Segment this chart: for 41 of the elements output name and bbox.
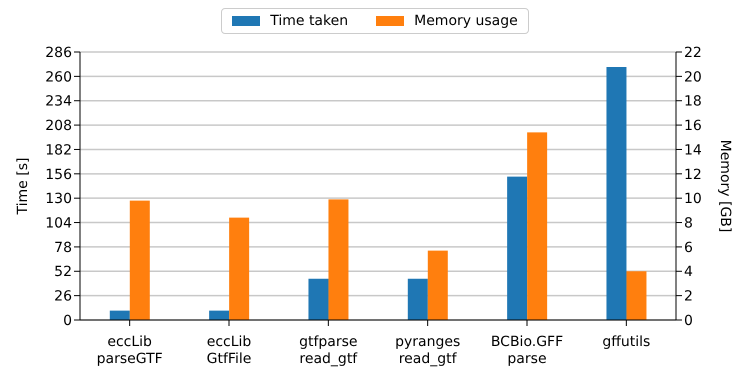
y-tick-label: 104: [45, 216, 72, 232]
y2-tick-label: 16: [684, 118, 702, 134]
y2-tick-label: 18: [684, 94, 702, 110]
y-axis-title: Time [s]: [14, 158, 31, 216]
x-tick-label: BCBio.GFF parse: [490, 334, 564, 367]
bar: [229, 218, 250, 320]
bar: [606, 66, 626, 320]
y2-tick-label: 12: [684, 166, 702, 183]
x-tick-label: pyranges read_gtf: [395, 334, 460, 367]
bar: [626, 271, 646, 320]
legend-label: Memory usage: [414, 13, 518, 29]
bar: [130, 200, 150, 320]
y2-tick-label: 0: [684, 312, 693, 329]
y-tick-label: 0: [63, 312, 72, 329]
y-tick-label: 234: [45, 94, 72, 110]
x-tick-label: eccLib GtfFile: [206, 334, 252, 367]
bar: [328, 199, 348, 320]
y-tick-label: 52: [54, 264, 72, 280]
y2-tick-label: 14: [684, 142, 702, 158]
y-tick-label: 78: [54, 240, 72, 256]
y2-tick-label: 2: [684, 288, 693, 305]
y-tick-label: 182: [45, 142, 72, 158]
x-tick-label: gtfparse read_gtf: [299, 334, 358, 367]
y2-tick-label: 8: [684, 216, 693, 232]
y2-tick-label: 10: [684, 191, 702, 208]
y2-axis-title: Memory [GB]: [717, 140, 734, 232]
y-tick-label: 156: [45, 166, 72, 183]
y2-tick-label: 4: [684, 264, 693, 280]
y-tick-label: 208: [45, 118, 72, 134]
y2-tick-label: 20: [684, 69, 702, 86]
x-tick-label: gffutils: [602, 334, 650, 350]
y-tick-label: 130: [45, 191, 72, 208]
bar: [110, 310, 130, 320]
bar: [209, 310, 230, 320]
y2-tick-label: 6: [684, 240, 693, 256]
y-tick-label: 260: [45, 69, 72, 86]
y2-tick-label: 22: [684, 44, 702, 61]
legend-label: Time taken: [270, 13, 348, 29]
y-tick-label: 286: [45, 44, 72, 61]
x-tick-label: eccLib parseGTF: [96, 334, 163, 367]
y-tick-label: 26: [54, 288, 72, 305]
